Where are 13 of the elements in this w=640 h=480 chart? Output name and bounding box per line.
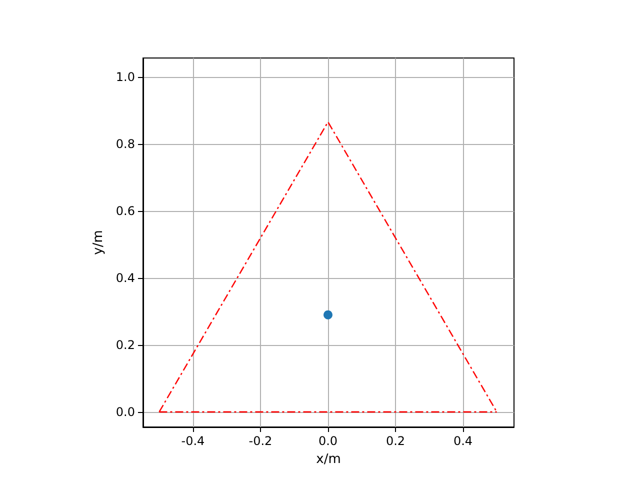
y-tick-label: 0.0 [116,404,135,419]
x-tick-label: -0.2 [248,434,272,448]
y-tick-label: 0.4 [116,270,135,285]
y-tick-label: 0.2 [116,338,135,352]
x-tick-label: 0.0 [318,434,338,448]
x-axis-title: x/m [316,452,341,467]
y-tick-label: 0.8 [116,137,135,152]
x-tick-label: -0.4 [181,434,205,448]
x-tick-label: 0.2 [386,434,406,448]
y-tick-label: 1.0 [116,70,135,84]
x-tick-label: 0.4 [453,434,473,448]
y-tick-label: 0.6 [116,204,135,218]
y-axis-title: y/m [91,230,106,255]
